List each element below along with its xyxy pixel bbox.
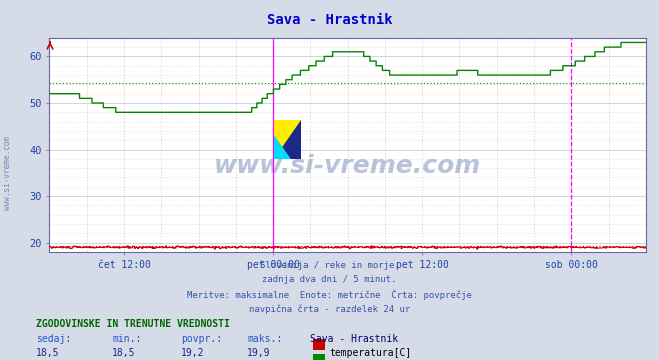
Text: povpr.:: povpr.: [181, 334, 222, 344]
Polygon shape [273, 120, 301, 159]
Text: temperatura[C]: temperatura[C] [330, 348, 412, 358]
Text: www.si-vreme.com: www.si-vreme.com [3, 136, 13, 210]
Text: Meritve: maksimalne  Enote: metrične  Črta: povprečje: Meritve: maksimalne Enote: metrične Črta… [187, 290, 472, 300]
Text: navpična črta - razdelek 24 ur: navpična črta - razdelek 24 ur [249, 304, 410, 314]
Text: www.si-vreme.com: www.si-vreme.com [214, 154, 481, 178]
Text: ZGODOVINSKE IN TRENUTNE VREDNOSTI: ZGODOVINSKE IN TRENUTNE VREDNOSTI [36, 319, 230, 329]
Polygon shape [273, 136, 290, 159]
Text: 18,5: 18,5 [36, 348, 60, 358]
Text: Sava - Hrastnik: Sava - Hrastnik [310, 334, 398, 344]
Text: zadnja dva dni / 5 minut.: zadnja dva dni / 5 minut. [262, 275, 397, 284]
Text: 18,5: 18,5 [112, 348, 136, 358]
Text: min.:: min.: [112, 334, 142, 344]
Text: sedaj:: sedaj: [36, 334, 71, 344]
Text: 19,9: 19,9 [247, 348, 271, 358]
Polygon shape [273, 120, 301, 159]
Text: 19,2: 19,2 [181, 348, 205, 358]
Text: Sava - Hrastnik: Sava - Hrastnik [267, 13, 392, 27]
Text: maks.:: maks.: [247, 334, 282, 344]
Text: Slovenija / reke in morje.: Slovenija / reke in morje. [260, 261, 399, 270]
